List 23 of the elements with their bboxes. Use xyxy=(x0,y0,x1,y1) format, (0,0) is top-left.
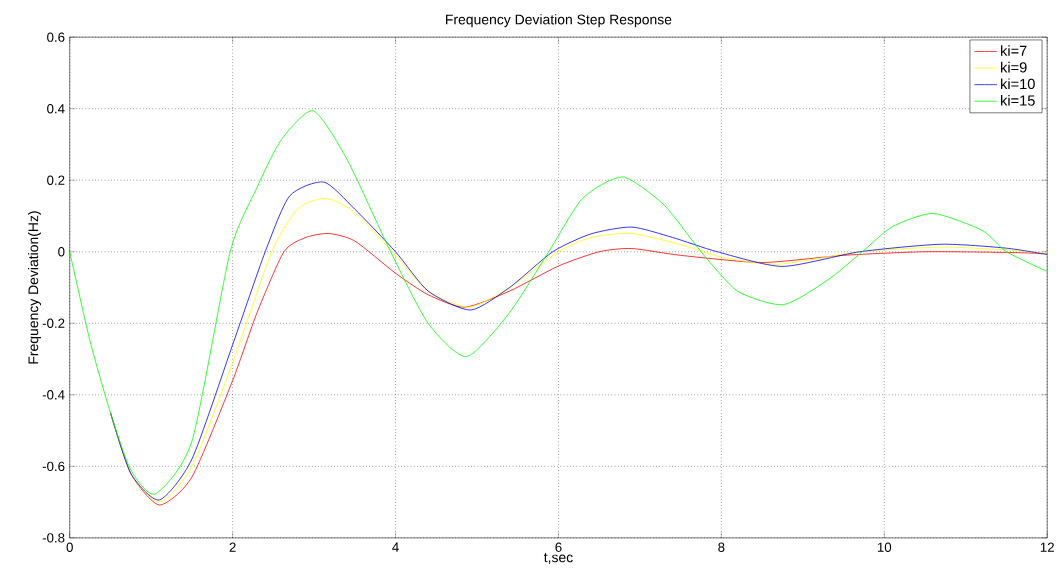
line-series xyxy=(69,110,1048,495)
y-tick-label: 0.6 xyxy=(47,32,65,43)
chart-title: Frequency Deviation Step Response xyxy=(446,14,672,28)
legend-label: ki=10 xyxy=(1001,78,1035,90)
y-tick-label: 0 xyxy=(58,247,65,257)
y-tick-label: -0.4 xyxy=(42,390,65,400)
x-axis-title: t,sec xyxy=(543,553,573,565)
y-tick-label: 0.4 xyxy=(47,104,65,114)
x-tick-label: 4 xyxy=(392,542,399,552)
y-tick-label: -0.2 xyxy=(42,318,65,329)
legend-label: ki=7 xyxy=(1001,45,1027,56)
legend-label: ki=9 xyxy=(1001,61,1027,73)
x-tick-label: 8 xyxy=(718,542,725,553)
y-tick-label: -0.6 xyxy=(42,461,65,472)
x-tick-label: 10 xyxy=(877,542,892,553)
x-tick-label: 12 xyxy=(1040,542,1054,552)
legend-label: ki=15 xyxy=(1001,95,1035,106)
x-tick-label: 6 xyxy=(555,542,562,553)
y-tick-label: -0.8 xyxy=(42,533,65,543)
x-tick-label: 2 xyxy=(229,542,236,552)
x-tick-label: 0 xyxy=(66,542,73,553)
y-tick-label: 0.2 xyxy=(47,175,65,186)
y-axis-title: Frequency Deviation(Hz) xyxy=(28,211,41,364)
